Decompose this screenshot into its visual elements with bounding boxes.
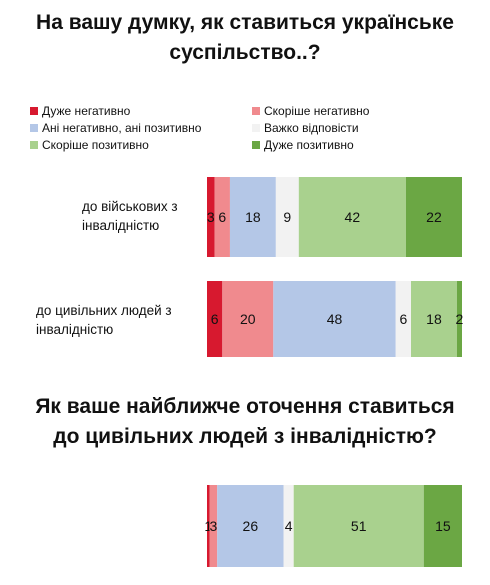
bar-value-label: 4 [285, 518, 293, 534]
bar-value-label: 48 [327, 311, 343, 327]
bar-value-label: 15 [435, 518, 451, 534]
legend-label: Скоріше позитивно [42, 138, 149, 152]
bar-value-label: 1 [204, 518, 212, 534]
bar-segment [273, 281, 396, 357]
bar-value-label: 22 [426, 209, 442, 225]
legend-item: Скоріше позитивно [30, 138, 149, 152]
legend-item: Скоріше негативно [252, 104, 369, 118]
bar-value-label: 42 [345, 209, 361, 225]
bar-segment [207, 177, 215, 257]
bar-segment [275, 177, 299, 257]
legend-item: Ані негативно, ані позитивно [30, 121, 201, 135]
legend-swatch [30, 107, 38, 115]
chart-title-2-line-2: до цивільних людей з інвалідністю? [53, 425, 437, 448]
bar-segment [298, 177, 406, 257]
legend-swatch [252, 107, 260, 115]
category-label-line: інвалідністю [36, 322, 114, 337]
legend-label: Дуже негативно [42, 104, 131, 118]
chart-title-1-line-2: суспільство..? [169, 41, 321, 64]
bar-value-label: 6 [211, 311, 219, 327]
bar-segment [214, 177, 230, 257]
bar-value-label: 6 [218, 209, 226, 225]
bar-value-label: 3 [207, 209, 215, 225]
legend-label: Важко відповісти [264, 121, 359, 135]
legend-item: Важко відповісти [252, 121, 359, 135]
legend-swatch [30, 141, 38, 149]
bar-value-label: 9 [283, 209, 291, 225]
bar-value-label: 20 [240, 311, 256, 327]
bar-value-label: 6 [399, 311, 407, 327]
chart-title-1-line-1: На вашу думку, як ставиться українське [36, 11, 454, 34]
bar-segment [229, 177, 276, 257]
bar-segment [405, 177, 462, 257]
bar-segment [207, 485, 210, 567]
bar-value-label: 18 [426, 311, 442, 327]
category-label-line: інвалідністю [82, 218, 160, 233]
bar-segment [283, 485, 294, 567]
bar-segment [395, 281, 411, 357]
bar-segment [217, 485, 284, 567]
chart-title-2: Як ваше найближче оточення ставиться до … [0, 392, 490, 452]
legend-swatch [30, 124, 38, 132]
chart-title-1: На вашу думку, як ставиться українське с… [0, 8, 490, 68]
category-label-line: до військових з [82, 199, 178, 214]
category-label-line: до цивільних людей з [36, 303, 172, 318]
category-label-military: до військових з інвалідністю [82, 197, 178, 235]
bar-value-label: 18 [245, 209, 261, 225]
bar-segment [423, 485, 462, 567]
category-label-civilian: до цивільних людей з інвалідністю [36, 301, 172, 339]
bar-value-label: 51 [351, 518, 367, 534]
legend-item: Дуже негативно [30, 104, 130, 118]
chart-title-2-line-1: Як ваше найближче оточення ставиться [35, 395, 455, 418]
legend-label: Ані негативно, ані позитивно [42, 121, 202, 135]
bar-value-label: 2 [456, 311, 464, 327]
bar-value-label: 26 [243, 518, 259, 534]
legend-label: Скоріше негативно [264, 104, 370, 118]
legend-swatch [252, 141, 260, 149]
legend-item: Дуже позитивно [252, 138, 354, 152]
bar-value-label: 3 [209, 518, 217, 534]
legend-label: Дуже позитивно [264, 138, 354, 152]
bar-segment [209, 485, 218, 567]
bar-segment [456, 281, 462, 357]
bar-segment [222, 281, 274, 357]
bar-segment [411, 281, 457, 357]
bar-segment [207, 281, 223, 357]
legend-swatch [252, 124, 260, 132]
bar-segment [293, 485, 424, 567]
